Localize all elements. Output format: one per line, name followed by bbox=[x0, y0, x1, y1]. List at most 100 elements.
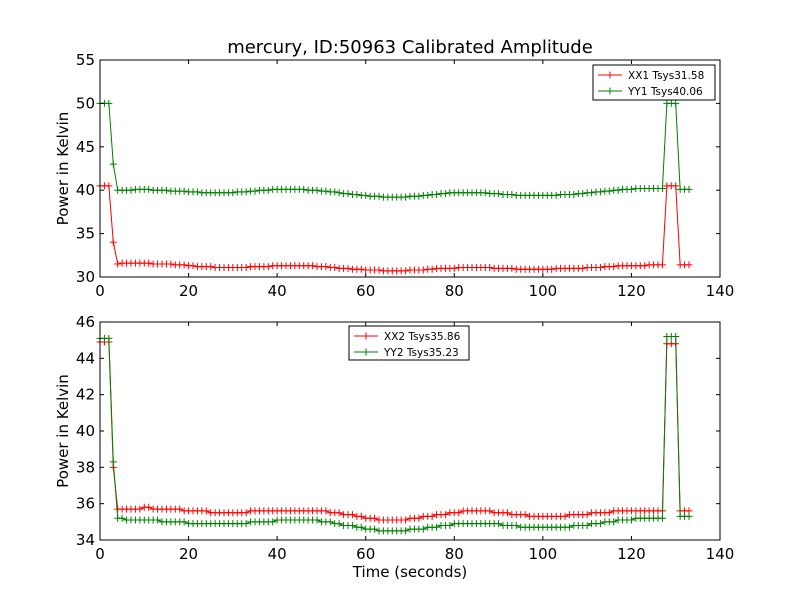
y-tick-label: 42 bbox=[76, 386, 95, 404]
data-point bbox=[207, 263, 215, 271]
data-point bbox=[335, 509, 343, 517]
legend-label: XX2 Tsys35.86 bbox=[384, 331, 461, 343]
data-point bbox=[433, 523, 441, 531]
legend-marker bbox=[362, 332, 370, 340]
data-point bbox=[588, 189, 596, 197]
y-axis-label: Power in Kelvin bbox=[54, 112, 72, 226]
data-point bbox=[627, 516, 635, 524]
data-point bbox=[495, 520, 503, 528]
data-point bbox=[344, 264, 352, 272]
data-point bbox=[162, 186, 170, 194]
data-point bbox=[685, 512, 693, 520]
data-point bbox=[180, 518, 188, 526]
data-point bbox=[685, 185, 693, 193]
data-point bbox=[415, 192, 423, 200]
data-point bbox=[512, 521, 520, 529]
series-2 bbox=[96, 333, 693, 535]
data-point bbox=[136, 505, 144, 513]
data-point bbox=[357, 523, 365, 531]
data-point bbox=[344, 190, 352, 198]
data-point bbox=[154, 516, 162, 524]
data-point bbox=[362, 191, 370, 199]
series-line bbox=[100, 185, 689, 272]
data-point bbox=[455, 509, 463, 517]
data-point bbox=[309, 262, 317, 270]
x-axis-label: Time (seconds) bbox=[352, 563, 468, 581]
data-point bbox=[109, 160, 117, 168]
x-tick-label: 100 bbox=[529, 282, 558, 300]
data-point bbox=[658, 514, 666, 522]
x-tick-label: 120 bbox=[617, 545, 646, 563]
figure-title: mercury, ID:50963 Calibrated Amplitude bbox=[227, 37, 593, 58]
data-point bbox=[357, 265, 365, 273]
data-point bbox=[322, 507, 330, 515]
data-point bbox=[375, 192, 383, 200]
data-point bbox=[685, 261, 693, 269]
data-point bbox=[428, 512, 436, 520]
series-line bbox=[100, 336, 689, 532]
data-point bbox=[202, 507, 210, 515]
data-point bbox=[402, 193, 410, 201]
x-tick-label: 100 bbox=[529, 545, 558, 563]
data-point bbox=[605, 509, 613, 517]
legend-box bbox=[592, 64, 716, 101]
data-point bbox=[610, 518, 618, 526]
data-point bbox=[176, 505, 184, 513]
data-point bbox=[433, 191, 441, 199]
data-point bbox=[610, 263, 618, 271]
x-tick-label: 140 bbox=[706, 545, 735, 563]
data-point bbox=[596, 520, 604, 528]
x-tick-label: 140 bbox=[706, 282, 735, 300]
data-point bbox=[450, 264, 458, 272]
data-point bbox=[313, 186, 321, 194]
y-tick-label: 44 bbox=[76, 349, 95, 367]
data-point bbox=[415, 514, 423, 522]
data-point bbox=[127, 186, 135, 194]
data-point bbox=[189, 262, 197, 270]
data-point bbox=[251, 187, 259, 195]
data-point bbox=[552, 191, 560, 199]
data-point bbox=[508, 264, 516, 272]
data-point bbox=[114, 260, 122, 268]
y-tick-label: 40 bbox=[76, 422, 95, 440]
y-tick-label: 46 bbox=[76, 313, 95, 331]
data-point bbox=[109, 238, 117, 246]
y-tick-label: 35 bbox=[76, 225, 95, 243]
data-point bbox=[105, 334, 113, 342]
x-tick-label: 80 bbox=[445, 282, 464, 300]
y-tick-label: 55 bbox=[76, 51, 95, 69]
data-point bbox=[269, 518, 277, 526]
data-point bbox=[375, 266, 383, 274]
data-point bbox=[672, 99, 680, 107]
data-point bbox=[331, 188, 339, 196]
x-tick-label: 20 bbox=[179, 282, 198, 300]
legend-marker bbox=[606, 87, 614, 95]
data-point bbox=[561, 512, 569, 520]
data-point bbox=[446, 521, 454, 529]
data-point bbox=[145, 185, 153, 193]
data-point bbox=[583, 511, 591, 519]
top-panel: 0 20 40 60 80 100 120 140 30 35 40 45 50 55 Power in K… bbox=[54, 51, 734, 300]
data-point bbox=[353, 191, 361, 199]
data-point bbox=[565, 523, 573, 531]
data-point bbox=[264, 263, 272, 271]
data-point bbox=[326, 518, 334, 526]
data-point bbox=[402, 527, 410, 535]
data-point bbox=[508, 191, 516, 199]
data-point bbox=[331, 263, 339, 271]
y-tick-label: 40 bbox=[76, 181, 95, 199]
data-point bbox=[145, 503, 153, 511]
data-point bbox=[672, 333, 680, 341]
data-point bbox=[264, 186, 272, 194]
data-point bbox=[105, 99, 113, 107]
data-point bbox=[322, 263, 330, 271]
data-point bbox=[579, 264, 587, 272]
x-tick-label: 20 bbox=[179, 545, 198, 563]
data-point bbox=[596, 263, 604, 271]
data-point bbox=[486, 263, 494, 271]
data-point bbox=[596, 188, 604, 196]
data-point bbox=[167, 260, 175, 268]
data-point bbox=[441, 190, 449, 198]
data-point bbox=[242, 263, 250, 271]
legend: XX1 Tsys31.58 YY1 Tsys40.06 bbox=[592, 64, 716, 101]
